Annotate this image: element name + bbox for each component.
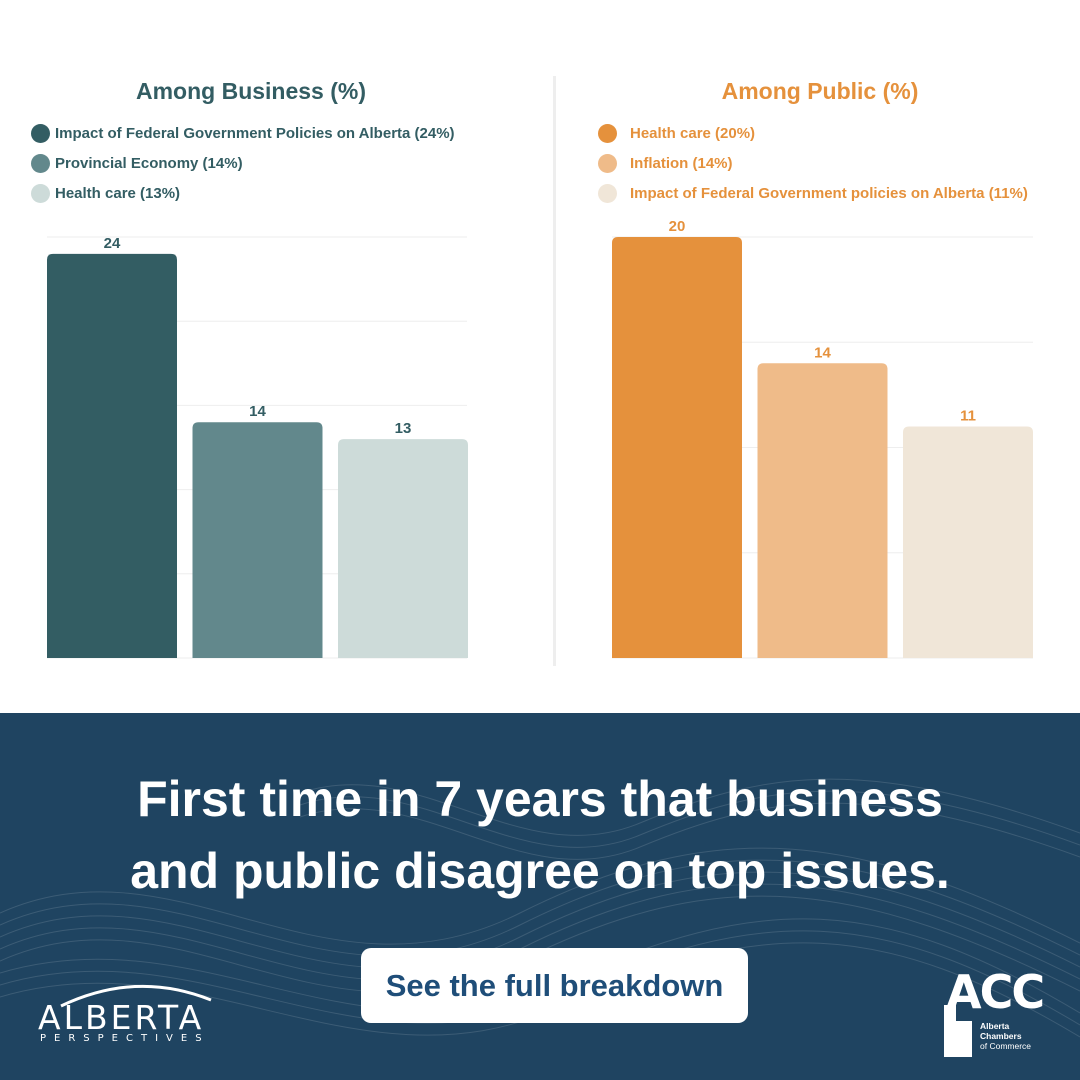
alberta-map-icon [944, 1005, 972, 1057]
headline-line: First time in 7 years that business [137, 771, 943, 827]
bar [903, 426, 1033, 658]
legend-swatch [31, 183, 50, 203]
legend-item: Impact of Federal Government policies on… [598, 178, 1028, 208]
legend-item: Provincial Economy (14%) [31, 148, 455, 178]
bar-value-label: 14 [814, 344, 831, 361]
logo-subword: PERSPECTIVES [40, 1033, 210, 1044]
business-panel: Among Business (%) Impact of Federal Gov… [0, 0, 553, 713]
business-legend: Impact of Federal Government Policies on… [31, 118, 455, 208]
legend-label: Impact of Federal Government policies on… [630, 184, 1028, 202]
legend-swatch [31, 123, 50, 143]
legend-item: Health care (13%) [31, 178, 455, 208]
bar-value-label: 20 [669, 218, 686, 235]
legend-swatch [598, 153, 617, 173]
acc-text: Alberta Chambers of Commerce [980, 1021, 1031, 1051]
bar-value-label: 13 [395, 420, 412, 437]
bar [47, 253, 177, 658]
acc-letters: ACC [946, 965, 1045, 1019]
bar [192, 422, 323, 658]
bar [612, 237, 742, 658]
legend-item: Impact of Federal Government Policies on… [31, 118, 455, 148]
legend-swatch [598, 123, 617, 143]
bar-value-label: 14 [249, 403, 266, 420]
public-panel: Among Public (%) Health care (20%) Infla… [556, 0, 1080, 713]
acc-line: of Commerce [980, 1041, 1032, 1051]
business-chart-title: Among Business (%) [135, 78, 367, 104]
legend-item: Inflation (14%) [598, 148, 1028, 178]
legend-label: Inflation (14%) [630, 154, 733, 172]
legend-swatch [31, 153, 50, 173]
legend-swatch [598, 183, 617, 203]
headline-line: and public disagree on top issues. [130, 843, 950, 899]
acc-line: Alberta [980, 1021, 1010, 1031]
public-bar-chart: 20 14 11 [612, 218, 1033, 659]
bar-value-label: 24 [104, 235, 121, 252]
acc-line: Chambers [980, 1031, 1022, 1041]
business-bar-chart: 24 14 13 [47, 235, 468, 659]
public-chart-title: Among Public (%) [721, 78, 919, 104]
see-full-breakdown-button[interactable]: See the full breakdown [361, 948, 748, 1023]
legend-label: Health care (13%) [55, 184, 181, 202]
cta-banner: First time in 7 years that business and … [0, 713, 1080, 1080]
banner-headline: First time in 7 years that business and … [0, 763, 1080, 907]
bar [757, 363, 888, 658]
legend-label: Provincial Economy (14%) [55, 154, 243, 172]
public-legend: Health care (20%) Inflation (14%) Impact… [598, 118, 1028, 208]
acc-logo: ACC Alberta Chambers of Commerce [940, 965, 1050, 1065]
logo-word: ALBERTA [38, 998, 205, 1037]
bar [338, 439, 468, 658]
legend-label: Health care (20%) [630, 124, 756, 142]
chart-area: Among Business (%) Impact of Federal Gov… [0, 0, 1080, 713]
legend-label: Impact of Federal Government Policies on… [55, 124, 455, 142]
logo-arc-icon [60, 984, 212, 1008]
legend-item: Health care (20%) [598, 118, 1028, 148]
bar-value-label: 11 [960, 407, 976, 424]
panel-divider [553, 76, 556, 666]
alberta-perspectives-logo: ALBERTA PERSPECTIVES [38, 978, 238, 1048]
